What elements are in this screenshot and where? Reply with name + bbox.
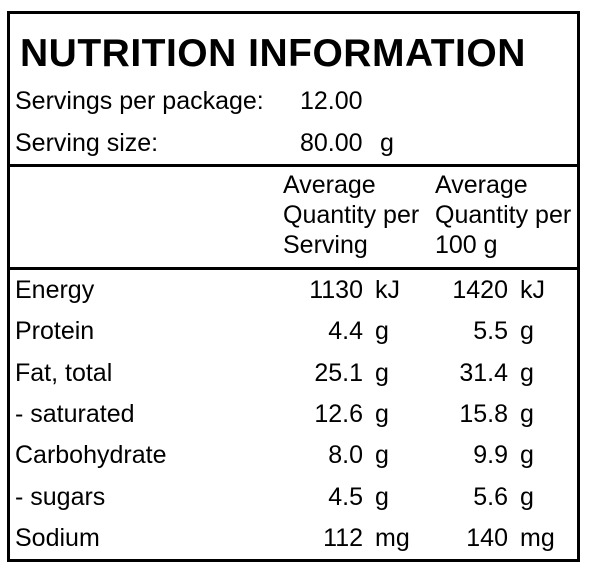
per-100g-header-line2: Quantity per	[435, 201, 572, 229]
unit-per-100g: g	[520, 441, 534, 470]
qty-per-100g: 5.6	[473, 482, 508, 511]
qty-per-serving: 112	[323, 523, 363, 552]
nutrient-name: Fat, total	[15, 358, 113, 387]
qty-per-serving: 1130	[309, 276, 363, 305]
nutrient-name: Energy	[15, 276, 95, 305]
column-header-section: Average Quantity per Serving Average Qua…	[10, 164, 577, 267]
unit-per-serving: g	[375, 358, 389, 387]
table-row-saturated-fat: - saturated 12.6 g 15.8 g	[10, 394, 577, 435]
servings-per-package-value: 12.00	[300, 86, 363, 115]
table-row-energy: Energy 1130 kJ 1420 kJ	[10, 270, 577, 311]
per-serving-header-line3: Serving	[283, 231, 368, 259]
qty-per-serving: 4.4	[328, 317, 363, 346]
unit-per-serving: g	[375, 441, 389, 470]
qty-per-serving: 25.1	[314, 358, 363, 387]
servings-per-package-label: Servings per package:	[15, 86, 264, 115]
unit-per-100g: mg	[520, 523, 555, 552]
qty-per-serving: 4.5	[328, 482, 363, 511]
column-header-row: Average Quantity per Serving Average Qua…	[10, 170, 577, 260]
per-serving-header-line1: Average	[283, 171, 376, 199]
unit-per-100g: kJ	[520, 276, 545, 305]
panel-title: NUTRITION INFORMATION	[20, 32, 526, 75]
qty-per-serving: 12.6	[314, 399, 363, 428]
qty-per-100g: 5.5	[473, 317, 508, 346]
unit-per-serving: g	[375, 399, 389, 428]
per-100g-header-line1: Average	[435, 171, 528, 199]
table-row-sugars: - sugars 4.5 g 5.6 g	[10, 476, 577, 517]
nutrient-name: - sugars	[15, 482, 106, 511]
nutrient-name: - saturated	[15, 399, 135, 428]
header-spacer	[15, 170, 283, 260]
unit-per-serving: g	[375, 317, 389, 346]
per-100g-header-line3: 100 g	[435, 231, 498, 259]
serving-size-unit: g	[380, 128, 394, 157]
unit-per-serving: g	[375, 482, 389, 511]
serving-size-label: Serving size:	[15, 128, 159, 157]
nutrient-name: Protein	[15, 317, 95, 346]
nutrition-information-panel: NUTRITION INFORMATION Servings per packa…	[7, 11, 580, 562]
table-row-protein: Protein 4.4 g 5.5 g	[10, 311, 577, 352]
nutrient-name: Sodium	[15, 523, 100, 552]
unit-per-100g: g	[520, 317, 534, 346]
serving-size-row: Serving size: 80.00 g	[10, 122, 577, 164]
unit-per-100g: g	[520, 399, 534, 428]
nutrient-name: Carbohydrate	[15, 441, 167, 470]
table-row-sodium: Sodium 112 mg 140 mg	[10, 518, 577, 559]
qty-per-100g: 9.9	[473, 441, 508, 470]
qty-per-100g: 140	[466, 523, 508, 552]
column-header-per-serving: Average Quantity per Serving	[283, 170, 435, 260]
servings-per-package-row: Servings per package: 12.00	[10, 80, 577, 122]
nutrient-table-section: Energy 1130 kJ 1420 kJ Protein 4.4 g 5.5…	[10, 267, 577, 559]
qty-per-100g: 31.4	[459, 358, 508, 387]
qty-per-100g: 15.8	[459, 399, 508, 428]
qty-per-100g: 1420	[452, 276, 508, 305]
unit-per-serving: mg	[375, 523, 410, 552]
unit-per-100g: g	[520, 358, 534, 387]
table-row-carbohydrate: Carbohydrate 8.0 g 9.9 g	[10, 435, 577, 476]
column-header-per-100g: Average Quantity per 100 g	[435, 170, 577, 260]
table-row-fat-total: Fat, total 25.1 g 31.4 g	[10, 353, 577, 394]
qty-per-serving: 8.0	[328, 441, 363, 470]
unit-per-serving: kJ	[375, 276, 400, 305]
per-serving-header-line2: Quantity per	[283, 201, 420, 229]
serving-size-value: 80.00	[300, 128, 363, 157]
serving-info-section: NUTRITION INFORMATION Servings per packa…	[10, 14, 577, 164]
unit-per-100g: g	[520, 482, 534, 511]
